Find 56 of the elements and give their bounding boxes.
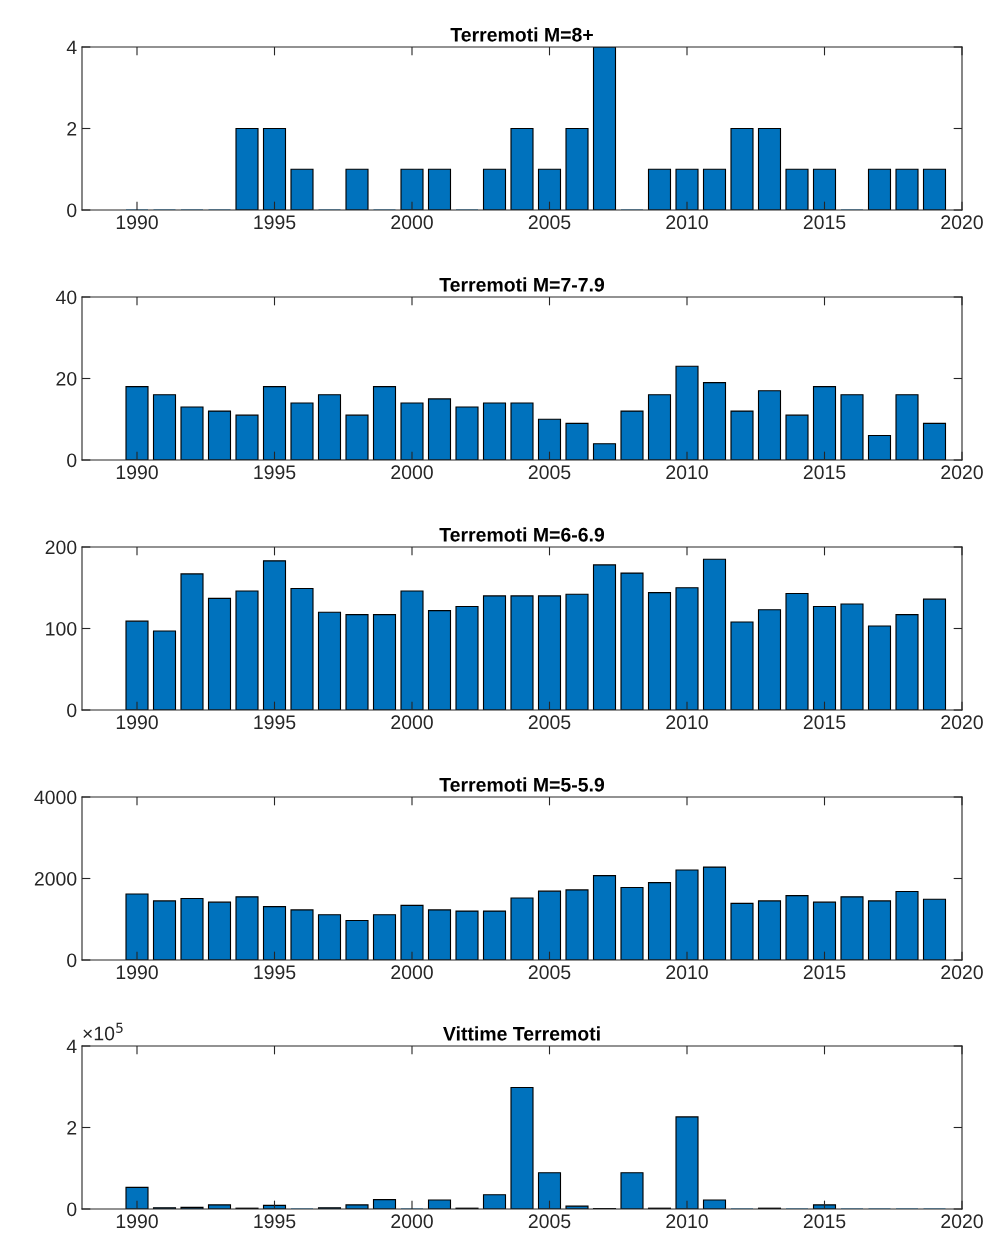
y-tick-label: 2000 — [34, 871, 77, 886]
x-tick-label: 1990 — [116, 965, 158, 980]
x-tick-label: 2020 — [941, 715, 983, 730]
y-tick-label: 0 — [67, 453, 77, 468]
x-tick-label: 2005 — [528, 1214, 571, 1229]
x-tick-label: 2015 — [803, 715, 846, 730]
x-tick-label: 1990 — [116, 465, 158, 480]
x-tick-label: 2005 — [528, 465, 571, 480]
y-tick-label: 0 — [67, 1202, 77, 1217]
chart-title: Terremoti M=8+ — [450, 27, 593, 42]
x-tick-label: 2015 — [803, 465, 846, 480]
x-tick-label: 2015 — [803, 215, 846, 230]
x-tick-label: 1995 — [254, 465, 296, 480]
x-tick-label: 2000 — [391, 1214, 433, 1229]
x-tick-label: 2000 — [391, 715, 433, 730]
x-tick-label: 2005 — [528, 215, 571, 230]
x-tick-label: 2020 — [941, 965, 983, 980]
x-tick-label: 2000 — [391, 965, 433, 980]
x-tick-label: 2010 — [666, 715, 708, 730]
x-tick-label: 1995 — [254, 215, 296, 230]
x-tick-label: 1990 — [116, 215, 158, 230]
x-tick-label: 2020 — [941, 215, 983, 230]
x-tick-label: 2015 — [803, 1214, 846, 1229]
y-tick-label: 0 — [67, 953, 77, 968]
text: ×10$^{5}$ — [83, 1022, 123, 1041]
x-tick-label: 2005 — [528, 715, 571, 730]
y-tick-label: 4 — [66, 40, 77, 55]
y-tick-label: 40 — [55, 290, 77, 305]
x-tick-label: 2000 — [391, 465, 433, 480]
y-tick-label: 200 — [45, 540, 77, 555]
x-tick-label: 2020 — [941, 465, 983, 480]
x-tick-label: 2010 — [666, 1214, 708, 1229]
y-tick-label: 20 — [56, 371, 77, 386]
x-tick-label: 1995 — [254, 715, 296, 730]
x-tick-label: 1995 — [254, 965, 296, 980]
chart-title: Terremoti M=7-7.9 — [439, 277, 605, 292]
x-tick-label: 2010 — [666, 215, 708, 230]
chart-title: Terremoti M=6-6.9 — [439, 527, 605, 542]
x-tick-label: 1990 — [116, 1214, 158, 1229]
x-tick-label: 1990 — [116, 715, 158, 730]
y-tick-label: 2 — [67, 121, 77, 136]
y-tick-label: 4 — [66, 1039, 77, 1054]
y-tick-label: 0 — [67, 203, 77, 218]
x-tick-label: 2015 — [803, 965, 846, 980]
x-tick-label: 2000 — [391, 215, 433, 230]
y-tick-label: 4000 — [34, 790, 77, 805]
chart-title: Terremoti M=5-5.9 — [439, 777, 605, 792]
y-tick-label: 2 — [67, 1120, 77, 1135]
chart-title: Vittime Terremoti — [443, 1026, 600, 1041]
x-tick-label: 1995 — [254, 1214, 296, 1229]
y-tick-label: 100 — [46, 621, 77, 636]
x-tick-label: 2010 — [666, 465, 708, 480]
x-tick-label: 2010 — [666, 965, 708, 980]
y-tick-label: 0 — [67, 703, 77, 718]
x-tick-label: 2020 — [941, 1214, 983, 1229]
x-tick-label: 2005 — [528, 965, 571, 980]
